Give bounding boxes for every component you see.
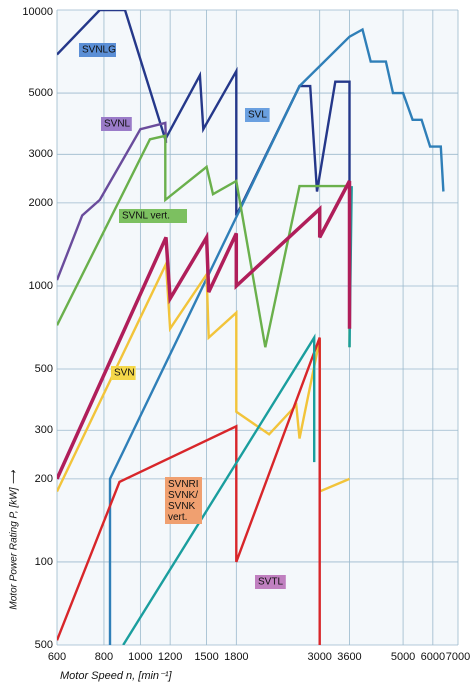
y-axis-label: Motor Power Rating P, [kW] ⟶ bbox=[9, 470, 20, 610]
legend-box bbox=[101, 117, 132, 131]
x-tick-label: 1500 bbox=[194, 651, 218, 663]
series-line bbox=[57, 121, 168, 281]
legend-label: SVL bbox=[248, 110, 267, 121]
legend-box bbox=[245, 108, 270, 122]
x-axis-label: Motor Speed n, [min⁻¹] bbox=[60, 670, 173, 682]
y-tick-label: 500 bbox=[35, 363, 53, 375]
x-tick-label: 1200 bbox=[158, 651, 182, 663]
series-line bbox=[57, 134, 351, 348]
x-tick-label: 1800 bbox=[224, 651, 248, 663]
series-line bbox=[57, 180, 352, 480]
x-tick-label: 6000 bbox=[421, 651, 445, 663]
legend-label: SVNRI SVNK/SVNK vert. bbox=[168, 479, 199, 523]
series-line bbox=[108, 27, 445, 645]
x-tick-label: 5000 bbox=[391, 651, 415, 663]
x-tick-label: 800 bbox=[95, 651, 113, 663]
legend-box bbox=[165, 477, 202, 524]
legend-label: SVN bbox=[114, 368, 135, 379]
y-tick-label: 100 bbox=[35, 556, 53, 568]
lines bbox=[57, 10, 445, 645]
y-tick-label: 2000 bbox=[29, 197, 53, 209]
legend-box bbox=[111, 366, 136, 380]
legend-label: SVNL bbox=[104, 119, 131, 130]
y-tick-label: 3000 bbox=[29, 148, 53, 160]
legend-label: SVTL bbox=[258, 577, 283, 588]
y-tick-label: 5000 bbox=[29, 87, 53, 99]
y-tick-label: 300 bbox=[35, 424, 53, 436]
y-tick-label: 1000 bbox=[29, 280, 53, 292]
plot-area bbox=[57, 10, 458, 645]
x-tick-label: 1000 bbox=[128, 651, 152, 663]
legend-box bbox=[255, 575, 286, 589]
x-tick-label: 600 bbox=[48, 651, 66, 663]
y-tick-label: 500 bbox=[35, 639, 53, 651]
legend-box bbox=[119, 209, 187, 223]
y-tick-label: 10000 bbox=[22, 6, 53, 18]
series-line bbox=[57, 10, 351, 326]
legend-box bbox=[79, 43, 116, 57]
legend-label: SVNLG bbox=[82, 45, 116, 56]
x-tick-label: 7000 bbox=[446, 651, 470, 663]
legend-label: SVNL vert. bbox=[122, 211, 170, 222]
y-tick-label: 200 bbox=[35, 473, 53, 485]
x-tick-label: 3000 bbox=[307, 651, 331, 663]
x-tick-label: 3600 bbox=[337, 651, 361, 663]
